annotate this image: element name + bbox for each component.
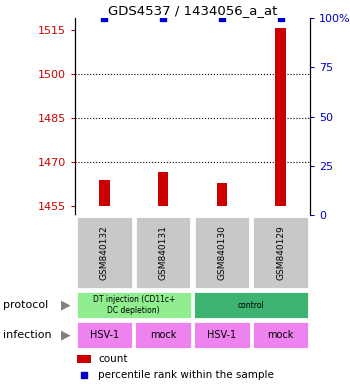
Text: ▶: ▶ [61,328,71,341]
Title: GDS4537 / 1434056_a_at: GDS4537 / 1434056_a_at [108,4,277,17]
Bar [275,28,286,206]
Text: GSM840132: GSM840132 [100,225,109,280]
Text: mock: mock [267,330,294,340]
FancyBboxPatch shape [252,321,309,349]
FancyBboxPatch shape [194,216,250,289]
Text: DT injection (CD11c+
DC depletion): DT injection (CD11c+ DC depletion) [92,295,175,315]
FancyBboxPatch shape [76,216,133,289]
FancyBboxPatch shape [76,291,192,319]
Bar [217,183,227,206]
Bar [99,180,110,206]
Text: GSM840130: GSM840130 [217,225,226,280]
FancyBboxPatch shape [252,216,309,289]
Text: percentile rank within the sample: percentile rank within the sample [98,369,274,379]
Bar [158,172,168,206]
Text: protocol: protocol [4,300,49,310]
Text: GSM840131: GSM840131 [159,225,168,280]
Text: GSM840129: GSM840129 [276,225,285,280]
Text: ▶: ▶ [61,298,71,311]
Text: mock: mock [150,330,176,340]
Text: control: control [238,301,265,310]
FancyBboxPatch shape [193,291,309,319]
FancyBboxPatch shape [135,216,191,289]
Bar [77,355,91,363]
Text: HSV-1: HSV-1 [207,330,237,340]
FancyBboxPatch shape [134,321,192,349]
Text: HSV-1: HSV-1 [90,330,119,340]
Text: count: count [98,354,128,364]
Text: infection: infection [4,330,52,340]
FancyBboxPatch shape [76,321,133,349]
FancyBboxPatch shape [193,321,251,349]
